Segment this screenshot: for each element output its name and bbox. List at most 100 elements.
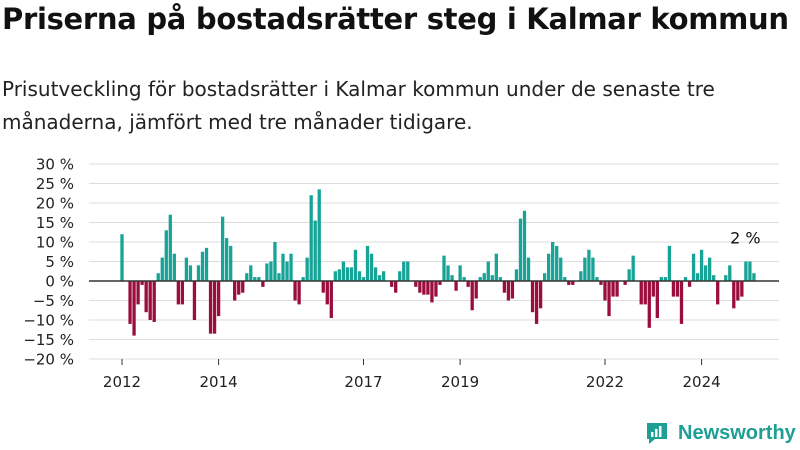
bar — [285, 261, 289, 281]
y-tick-label: 25 % — [36, 175, 74, 193]
bar — [414, 281, 418, 287]
bar — [398, 271, 402, 281]
bar — [671, 281, 676, 297]
bar — [559, 257, 563, 281]
bar — [373, 267, 378, 281]
bar — [526, 257, 531, 281]
newsworthy-logo: Newsworthy — [644, 418, 796, 448]
bar — [703, 265, 708, 281]
bar — [353, 249, 358, 281]
bar — [297, 281, 301, 305]
x-axis-ticks: 2012 2014 2017 2019 2022 2024 — [103, 359, 721, 391]
bar — [486, 261, 490, 281]
bar — [192, 281, 197, 320]
annotations: 2 % — [730, 229, 760, 248]
chart-subtitle: Prisutveckling för bostadsrätter i Kalma… — [2, 77, 715, 134]
bar — [551, 242, 555, 281]
bar — [233, 281, 237, 301]
bar — [132, 281, 136, 336]
bar — [434, 281, 438, 297]
bar — [450, 275, 454, 281]
bar — [249, 265, 253, 281]
bar — [269, 261, 273, 281]
bar — [176, 281, 180, 305]
bar — [325, 281, 329, 305]
x-tick-label: 2012 — [103, 373, 141, 391]
bar — [156, 273, 160, 281]
bar — [200, 251, 205, 281]
bar — [357, 271, 362, 281]
bar — [712, 275, 716, 281]
bar — [245, 273, 249, 281]
bar — [643, 281, 647, 305]
bar — [534, 281, 539, 324]
bar — [740, 281, 744, 297]
bar — [462, 277, 466, 281]
bar — [216, 281, 221, 317]
bar — [474, 281, 478, 299]
bar — [438, 281, 442, 285]
bar — [547, 253, 551, 281]
bar — [502, 281, 507, 293]
bar — [426, 281, 430, 295]
bar — [639, 281, 643, 305]
bar — [144, 281, 148, 313]
bar — [345, 267, 350, 281]
bar — [631, 255, 635, 281]
bar — [510, 281, 515, 299]
y-tick-label: 20 % — [36, 195, 74, 213]
bar — [365, 245, 370, 281]
bar — [724, 275, 728, 281]
bar — [611, 281, 615, 297]
bar — [728, 265, 732, 281]
bar — [716, 281, 720, 305]
bar — [277, 273, 281, 281]
bar — [458, 265, 462, 281]
bar — [289, 253, 293, 281]
bar — [579, 271, 583, 281]
bar — [494, 253, 498, 281]
bar — [446, 265, 450, 281]
bar — [752, 273, 756, 281]
bar — [470, 281, 474, 311]
brand-name: Newsworthy — [678, 421, 796, 444]
bar — [317, 189, 321, 281]
bar — [744, 261, 748, 281]
bar — [663, 277, 668, 281]
bar — [691, 253, 696, 281]
grid-lines — [89, 163, 779, 360]
bar — [265, 263, 269, 281]
bar — [180, 281, 185, 305]
bar — [390, 281, 394, 287]
bar — [687, 281, 692, 287]
bar — [454, 281, 458, 291]
bar — [615, 281, 619, 297]
y-tick-label: 30 % — [36, 156, 74, 174]
bar — [490, 275, 494, 281]
bar — [530, 281, 535, 313]
bar — [518, 218, 523, 281]
bar — [736, 281, 740, 301]
bar — [168, 214, 172, 281]
bar — [607, 281, 611, 317]
bar — [422, 281, 426, 295]
x-tick-label: 2017 — [344, 373, 382, 391]
bar — [506, 281, 511, 301]
bar — [321, 281, 325, 293]
bar — [748, 261, 752, 281]
bar — [152, 281, 156, 322]
bar — [522, 210, 527, 281]
bar — [699, 249, 704, 281]
x-tick-label: 2014 — [200, 373, 238, 391]
bar — [679, 281, 684, 324]
bar — [257, 277, 261, 281]
bar — [381, 271, 386, 281]
bar — [337, 269, 341, 281]
bar — [651, 281, 655, 297]
bar — [148, 281, 152, 320]
bar — [478, 277, 482, 281]
newsworthy-logo-icon — [647, 423, 667, 444]
bar — [482, 273, 486, 281]
y-tick-label: −15 % — [23, 331, 74, 349]
y-tick-label: 15 % — [36, 214, 74, 232]
